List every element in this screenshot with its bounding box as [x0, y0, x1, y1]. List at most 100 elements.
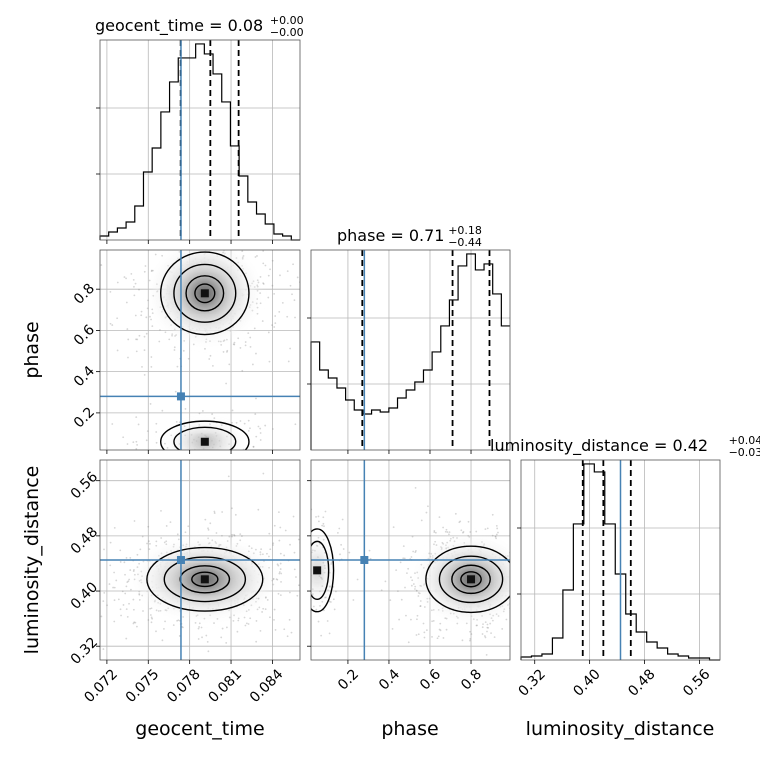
sample-point [433, 531, 436, 533]
sample-point [542, 520, 544, 522]
sample-point [272, 583, 275, 586]
sample-point [545, 595, 547, 597]
sample-point [214, 235, 216, 237]
sample-point [417, 592, 420, 594]
sample-point [295, 584, 297, 586]
sample-point [147, 540, 150, 543]
sample-point [194, 621, 197, 624]
sample-point [148, 279, 151, 282]
sample-point [268, 555, 270, 558]
sample-point [239, 533, 242, 535]
sample-point [155, 544, 158, 547]
x-tick-label: 0.078 [164, 666, 204, 706]
sample-point [248, 245, 250, 247]
sample-point [92, 315, 94, 317]
sample-point [119, 561, 122, 563]
sample-point [339, 553, 341, 556]
sample-point [144, 473, 146, 475]
sample-point [224, 453, 226, 455]
sample-point [302, 585, 304, 587]
sample-point [340, 543, 343, 546]
sample-point [512, 631, 514, 633]
sample-point [491, 619, 494, 622]
sample-point [398, 618, 401, 621]
sample-point [368, 549, 371, 552]
sample-point [130, 588, 132, 591]
sample-point [328, 632, 331, 635]
title-lower: −0.00 [270, 26, 304, 39]
sample-point [209, 476, 211, 478]
sample-point [279, 526, 282, 529]
sample-point [423, 636, 426, 639]
sample-point [199, 232, 201, 234]
sample-point [490, 632, 492, 635]
sample-point [226, 244, 228, 246]
sample-point [249, 345, 252, 348]
sample-point [279, 274, 281, 277]
sample-point [123, 561, 126, 564]
sample-point [506, 604, 509, 606]
sample-point [418, 592, 421, 595]
sample-point [198, 235, 200, 237]
sample-point [258, 606, 261, 609]
sample-point [137, 423, 140, 426]
sample-point [497, 531, 499, 534]
sample-point [196, 231, 198, 233]
sample-point [306, 656, 308, 658]
sample-point [207, 537, 210, 540]
sample-point [259, 553, 262, 556]
sample-point [143, 270, 146, 273]
sample-point [135, 416, 138, 419]
sample-point [182, 544, 185, 547]
sample-point [215, 532, 218, 534]
sample-point [145, 332, 148, 335]
sample-point [109, 541, 112, 544]
sample-point [196, 614, 199, 617]
sample-point [138, 593, 141, 596]
sample-point [136, 625, 138, 628]
sample-point [322, 620, 324, 622]
sample-point [246, 227, 248, 229]
sample-point [289, 579, 291, 581]
sample-point [433, 543, 435, 546]
sample-point [416, 618, 418, 621]
sample-point [414, 585, 417, 588]
sample-point [417, 577, 420, 579]
sample-point [251, 309, 254, 312]
sample-point [245, 610, 248, 613]
sample-point [172, 545, 175, 548]
sample-point [125, 557, 128, 559]
sample-point [97, 562, 99, 564]
sample-point [233, 343, 236, 346]
sample-point [564, 574, 566, 576]
sample-point [208, 358, 211, 360]
sample-point [197, 245, 199, 247]
sample-point [470, 633, 473, 635]
sample-point [484, 636, 487, 639]
sample-point [241, 369, 244, 372]
sample-point [320, 634, 323, 637]
sample-point [204, 518, 207, 521]
sample-point [201, 636, 203, 639]
sample-point [402, 557, 405, 560]
sample-point [174, 390, 177, 393]
sample-point [97, 578, 99, 580]
sample-point [259, 292, 262, 294]
sample-point [157, 240, 159, 242]
sample-point [141, 365, 143, 368]
sample-point [446, 531, 449, 533]
x-tick-label: 0.081 [206, 666, 246, 706]
x-tick-label: 0.32 [516, 666, 549, 699]
sample-point [237, 617, 240, 620]
sample-point [200, 626, 203, 629]
sample-point [433, 529, 436, 532]
sample-point [187, 357, 190, 360]
sample-point [514, 584, 516, 586]
sample-point [546, 532, 548, 534]
panel-title: geocent_time = 0.08 [95, 16, 263, 36]
sample-point [369, 557, 372, 560]
sample-point [440, 547, 443, 549]
sample-point [220, 636, 223, 639]
sample-point [259, 276, 262, 278]
sample-point [182, 616, 185, 618]
